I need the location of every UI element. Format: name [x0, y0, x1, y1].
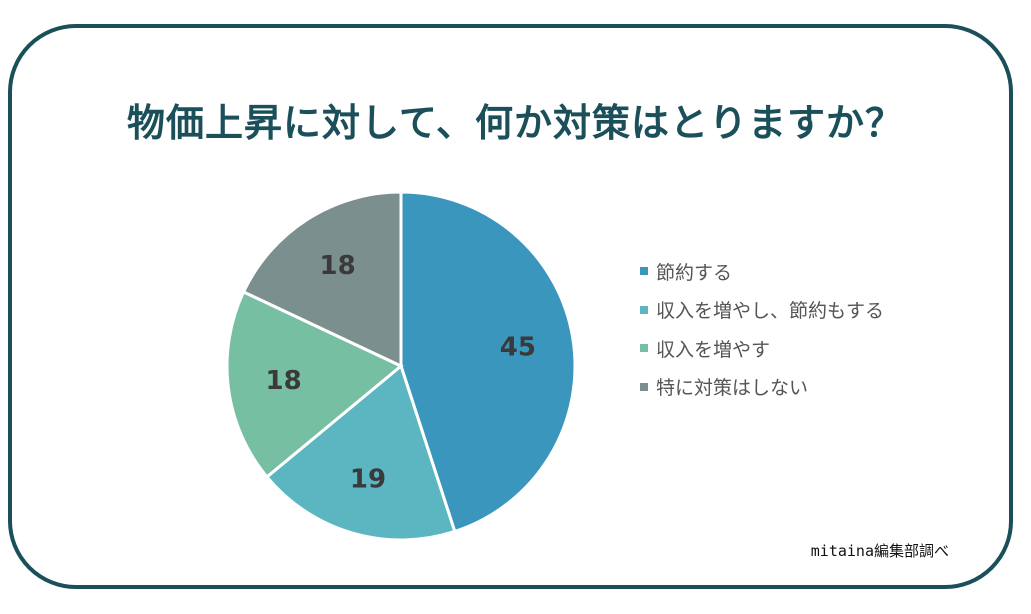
- data-label-4: 18: [320, 251, 356, 281]
- legend: 節約する収入を増やし、節約もする 収入を増やす特に対策はしない: [640, 252, 884, 406]
- legend-label: 収入を増やし、節約もする: [656, 300, 885, 323]
- data-label-3: 18: [266, 366, 302, 396]
- legend-swatch: [640, 305, 648, 314]
- pie-slice-1: [399, 190, 577, 534]
- pie-slice-3: [225, 289, 404, 480]
- data-label-1: 45: [500, 332, 536, 362]
- data-label-2: 19: [350, 465, 386, 495]
- chart-title: 物価上昇に対して、何か対策はとりますか？: [127, 101, 904, 145]
- legend-item-1: 節約する: [640, 252, 884, 291]
- legend-label: 節約する: [656, 261, 733, 284]
- legend-item-3: 収入を増やす: [640, 329, 884, 368]
- legend-label: 特に対策はしない: [656, 377, 809, 400]
- legend-swatch: [640, 382, 648, 391]
- pie-slice-2: [264, 363, 457, 542]
- legend-swatch: [640, 344, 648, 353]
- legend-swatch: [640, 267, 648, 276]
- source-note: mitaina編集部調べ: [810, 542, 949, 560]
- legend-item-2: 収入を増やし、節約もする: [640, 291, 884, 330]
- legend-label: 収入を増やす: [656, 338, 771, 361]
- pie-slice-4: [241, 190, 403, 369]
- legend-item-4: 特に対策はしない: [640, 368, 884, 407]
